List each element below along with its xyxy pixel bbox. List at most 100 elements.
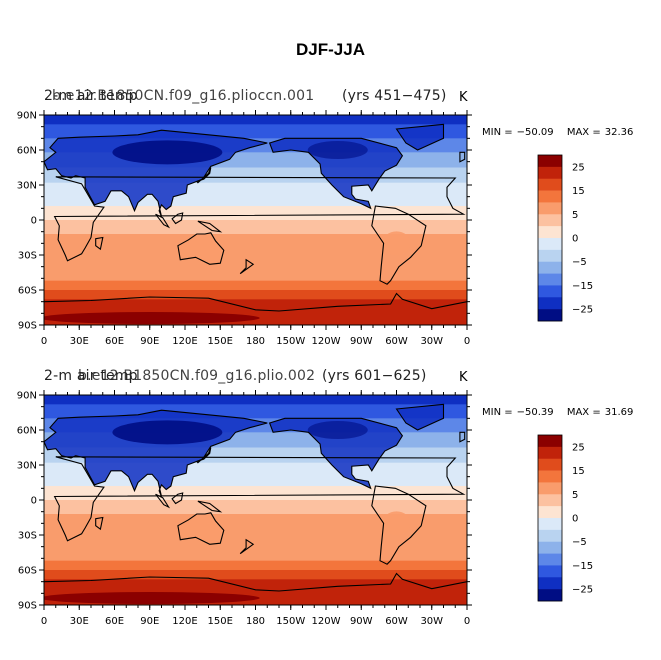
temperature-band bbox=[44, 395, 467, 405]
temperature-band bbox=[44, 234, 467, 256]
south-america-warm-area bbox=[382, 231, 411, 256]
map-panel-2: 2-m air temp b.e12.B1850CN.f09_g16.plio.… bbox=[0, 360, 661, 630]
min-value: −50.39 bbox=[516, 407, 554, 418]
lat-tick-label: 60N bbox=[17, 426, 37, 437]
eurasia-outline bbox=[44, 409, 268, 497]
lon-tick-label: 150W bbox=[276, 616, 305, 627]
madagascar-outline bbox=[95, 236, 104, 251]
lat-tick-label: 0 bbox=[31, 496, 37, 507]
temperature-band bbox=[44, 570, 467, 580]
colorbar-label: 15 bbox=[572, 186, 585, 197]
lon-tick-label: 60W bbox=[385, 336, 408, 347]
australia-warm-area bbox=[177, 232, 224, 265]
colorbar-label: −15 bbox=[572, 281, 593, 292]
new-guinea-outline bbox=[197, 220, 223, 233]
lon-tick-label: 60E bbox=[105, 336, 124, 347]
uk-outline bbox=[459, 431, 466, 443]
colorbar-label: 5 bbox=[572, 490, 578, 501]
africa-outline bbox=[53, 456, 466, 542]
panel-title: 2-m air temp b.e12.B1850CN.f09_g16.plioc… bbox=[44, 88, 446, 104]
south-america-warm-area bbox=[382, 511, 411, 536]
lon-tick-label: 120E bbox=[172, 336, 197, 347]
axes: 90N 60N 30N 0 30S 60S 90S 0 30E 60E 90E 120E 150E 180… bbox=[17, 110, 472, 347]
colorbar-label: −25 bbox=[572, 585, 593, 596]
greenland-outline bbox=[395, 403, 445, 431]
max-value: 31.69 bbox=[604, 407, 634, 418]
lat-tick-label: 90S bbox=[18, 321, 37, 332]
colorbar-swatch bbox=[538, 309, 562, 322]
colorbar-swatch bbox=[538, 446, 562, 460]
japan-outline bbox=[195, 167, 212, 184]
lon-tick-label: 90W bbox=[350, 616, 373, 627]
colorbar-swatch bbox=[538, 249, 562, 263]
borneo-outline bbox=[171, 212, 184, 225]
map-panel-1: 2-m air temp b.e12.B1850CN.f09_g16.plioc… bbox=[0, 80, 661, 350]
colorbar: 25 15 5 0 −5 −15 −25 bbox=[537, 154, 593, 322]
temperature-band bbox=[44, 220, 467, 235]
panel-title: 2-m air temp b.e12.B1850CN.f09_g16.plio.… bbox=[44, 368, 426, 384]
lon-tick-label: 0 bbox=[464, 616, 470, 627]
units-label: K bbox=[459, 90, 468, 105]
siberia-cold-core bbox=[112, 420, 223, 445]
colorbar-swatch bbox=[538, 238, 562, 251]
australia-outline bbox=[177, 232, 225, 265]
south-america-outline bbox=[371, 205, 427, 285]
temperature-band bbox=[44, 486, 467, 501]
coastlines bbox=[44, 123, 467, 312]
colorbar-swatch bbox=[538, 529, 562, 543]
coastlines bbox=[44, 403, 467, 592]
colorbar-swatch bbox=[538, 482, 562, 495]
temperature-band bbox=[44, 514, 467, 536]
colorbar-label: 25 bbox=[572, 162, 585, 173]
sumatra-outline bbox=[155, 213, 171, 229]
lon-tick-label: 0 bbox=[464, 336, 470, 347]
temperature-map: 90N 60N 30N 0 30S 60S 90S 0 30E 60E 90E 120E 150E 180… bbox=[17, 110, 593, 347]
colorbar-swatch bbox=[538, 155, 562, 168]
lon-tick-label: 30W bbox=[420, 616, 443, 627]
colorbar-swatch bbox=[538, 553, 562, 566]
colorbar-swatch bbox=[538, 214, 562, 227]
canada-cold-core bbox=[307, 141, 368, 159]
canada-cold-core bbox=[307, 421, 368, 439]
new-zealand-outline bbox=[239, 258, 255, 275]
lat-tick-label: 90N bbox=[17, 391, 37, 402]
colorbar-frame bbox=[537, 434, 563, 602]
case-label: b.e12.B1850CN.f09_g16.plio.002 bbox=[78, 368, 316, 384]
lon-tick-label: 180 bbox=[246, 336, 265, 347]
lon-tick-label: 150E bbox=[208, 616, 233, 627]
lon-tick-label: 90W bbox=[350, 336, 373, 347]
lon-tick-label: 60E bbox=[105, 616, 124, 627]
lat-tick-label: 30N bbox=[17, 181, 37, 192]
min-max-stats: MIN = −50.09 MAX = 32.36 bbox=[482, 127, 634, 138]
madagascar-outline bbox=[95, 516, 104, 531]
colorbar-label: −25 bbox=[572, 305, 593, 316]
colorbar-swatch bbox=[538, 226, 562, 239]
units-label: K bbox=[459, 370, 468, 385]
temperature-band bbox=[44, 290, 467, 300]
lon-tick-label: 120E bbox=[172, 616, 197, 627]
borneo-outline bbox=[171, 492, 184, 505]
lon-tick-label: 180 bbox=[246, 616, 265, 627]
lat-tick-label: 0 bbox=[31, 216, 37, 227]
lon-tick-label: 60W bbox=[385, 616, 408, 627]
lat-tick-label: 30N bbox=[17, 461, 37, 472]
temperature-field bbox=[44, 115, 467, 325]
variable-label: 2-m air temp bbox=[44, 368, 138, 384]
lat-tick-label: 60S bbox=[18, 566, 37, 577]
colorbar-swatch bbox=[538, 297, 562, 310]
lat-tick-label: 30S bbox=[18, 251, 37, 262]
colorbar-swatch bbox=[538, 273, 562, 286]
antarctica-coastline bbox=[44, 292, 467, 312]
lat-tick-label: 90N bbox=[17, 111, 37, 122]
uk-outline bbox=[459, 151, 466, 163]
colorbar-label: −5 bbox=[572, 537, 587, 548]
years-label: (yrs 451−475) bbox=[342, 88, 447, 104]
lon-tick-label: 90E bbox=[140, 336, 159, 347]
colorbar-swatch bbox=[538, 518, 562, 531]
colorbar-swatch bbox=[538, 470, 562, 483]
new-guinea-outline bbox=[197, 500, 223, 513]
colorbar-swatch bbox=[538, 565, 562, 578]
temperature-band bbox=[44, 206, 467, 221]
lon-tick-label: 30E bbox=[70, 336, 89, 347]
siberia-cold-core bbox=[112, 140, 223, 165]
